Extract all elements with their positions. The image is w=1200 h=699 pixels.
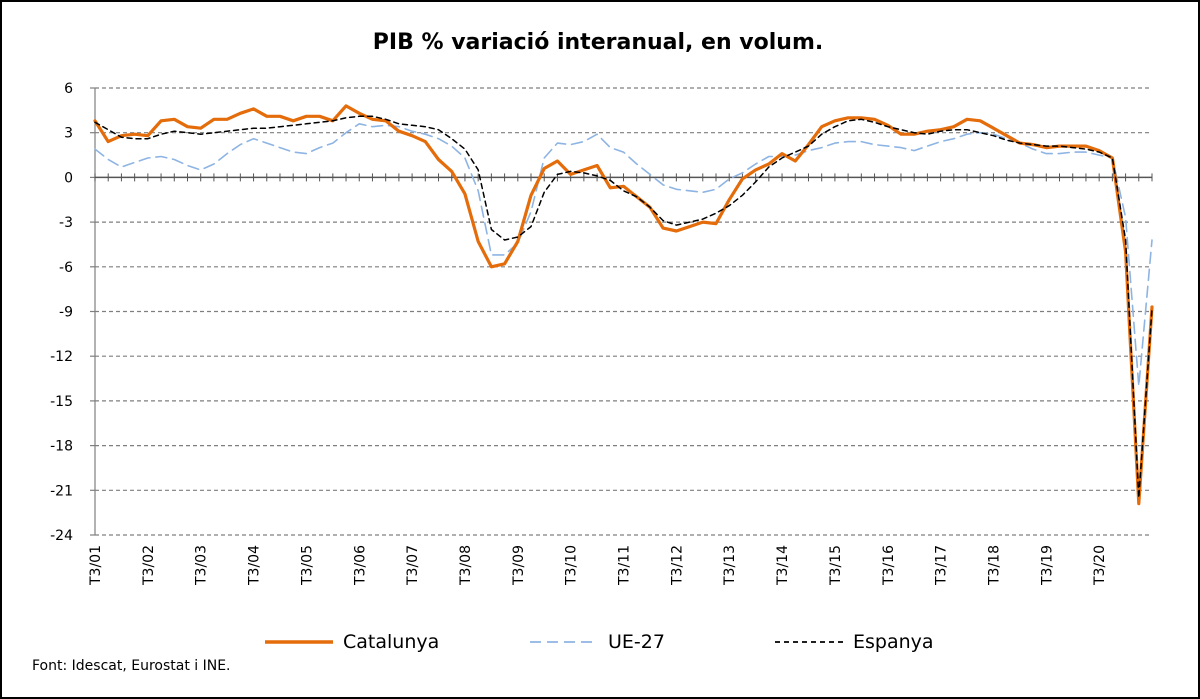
x-tick-label: T3/02 — [141, 545, 157, 586]
x-tick-label: T3/04 — [247, 545, 263, 586]
y-tick-label: -24 — [50, 528, 73, 544]
line-chart: 6 3 0 -3 -6 -9 -12 -15 -18 -21 -24 T3/01 T3/02 T3/03… — [50, 81, 1154, 586]
y-tick-label: -15 — [50, 394, 73, 410]
chart-title: PIB % variació interanual, en volum. — [372, 30, 824, 55]
y-tick-label: -21 — [50, 483, 73, 499]
x-tick-label: T3/18 — [986, 545, 1002, 586]
x-tick-label: T3/20 — [1092, 545, 1108, 586]
series-line-catalunya — [93, 104, 1154, 506]
x-axis: T3/01 T3/02 T3/03 T3/04 T3/05 T3/06 T3/07 T3/08… — [88, 173, 1153, 586]
legend-label-catalunya: Catalunya — [343, 631, 440, 653]
legend-item-espanya: Espanya — [775, 630, 934, 654]
grid-lines — [95, 87, 1152, 536]
x-tick-label: T3/09 — [511, 545, 527, 586]
x-tick-label: T3/15 — [828, 545, 844, 586]
legend-swatch-catalunya — [265, 640, 333, 644]
y-tick-label: -9 — [59, 305, 73, 321]
legend-item-ue27: UE-27 — [530, 630, 665, 654]
series-line-ue27 — [94, 123, 1153, 387]
y-axis: 6 3 0 -3 -6 -9 -12 -15 -18 -21 -24 — [50, 81, 96, 544]
series-line-espanya — [94, 115, 1153, 499]
x-tick-label: T3/12 — [669, 545, 685, 586]
series-lines — [93, 104, 1154, 506]
x-tick-label: T3/17 — [934, 545, 950, 586]
y-tick-label: -12 — [50, 349, 73, 365]
x-tick-label: T3/14 — [775, 545, 791, 586]
x-tick-label: T3/13 — [722, 545, 738, 586]
x-tick-label: T3/08 — [458, 545, 474, 586]
y-tick-label: -3 — [59, 215, 73, 231]
y-tick-label: 3 — [64, 126, 73, 142]
legend-label-ue27: UE-27 — [608, 631, 665, 653]
x-tick-label: T3/05 — [299, 545, 315, 586]
x-tick-label: T3/16 — [881, 545, 897, 586]
legend-item-catalunya: Catalunya — [265, 630, 439, 654]
legend-swatch-ue27 — [530, 641, 598, 643]
legend-label-espanya: Espanya — [853, 631, 934, 653]
x-tick-label: T3/06 — [352, 545, 368, 586]
y-tick-label: -18 — [50, 439, 73, 455]
y-tick-label: 6 — [64, 81, 73, 97]
y-tick-label: 0 — [64, 170, 73, 186]
x-tick-label: T3/11 — [617, 545, 633, 586]
x-tick-label: T3/10 — [564, 545, 580, 586]
legend-swatch-espanya — [775, 641, 843, 643]
x-tick-label: T3/03 — [194, 545, 210, 586]
y-tick-label: -6 — [59, 260, 73, 276]
x-tick-label: T3/01 — [88, 545, 104, 586]
x-tick-label: T3/07 — [405, 545, 421, 586]
x-tick-label: T3/19 — [1039, 545, 1055, 586]
source-note: Font: Idescat, Eurostat i INE. — [32, 658, 231, 674]
